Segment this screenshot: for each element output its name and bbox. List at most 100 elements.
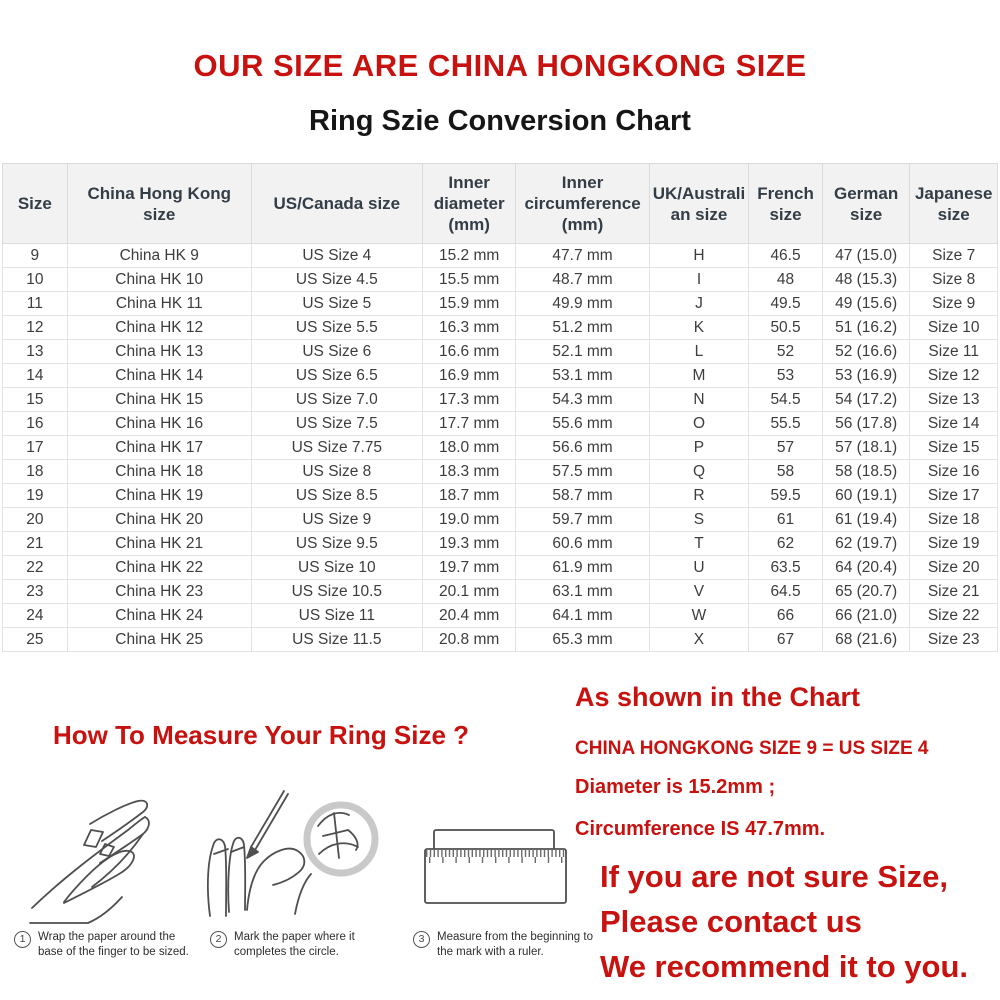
table-cell: 16.6 mm [421,339,517,364]
measure-heading: How To Measure Your Ring Size ? [53,720,470,750]
table-cell: 16 [2,411,68,436]
table-cell: 57.5 mm [515,459,650,484]
table-row: 19 China HK 19 US Size 8.5 18.7 mm 58.7 mm R 5… [2,483,998,508]
table-cell: US Size 4.5 [250,267,423,292]
table-cell: T [648,531,750,556]
table-cell: 46.5 [748,243,823,268]
table-cell: 64.5 [748,579,823,604]
table-cell: 47.7 mm [515,243,650,268]
table-cell: China HK 12 [66,315,252,340]
table-cell: 21 [2,531,68,556]
table-cell: 15.9 mm [421,291,517,316]
table-cell: R [648,483,750,508]
note-panel: As shown in the Chart CHINA HONGKONG SIZ… [575,682,999,989]
table-cell: US Size 7.75 [250,435,423,460]
table-cell: 54 (17.2) [821,387,911,412]
hand-wrap-paper-illustration [29,799,150,924]
cta-line-3: We recommend it to you. [600,949,969,984]
table-cell: 60 (19.1) [821,483,911,508]
cta-line-2: Please contact us [600,904,862,939]
table-row: 9 China HK 9 US Size 4 15.2 mm 47.7 mm H 46.5 4… [2,243,998,268]
table-cell: China HK 11 [66,291,252,316]
table-cell: V [648,579,750,604]
table-cell: O [648,411,750,436]
table-body: 9 China HK 9 US Size 4 15.2 mm 47.7 mm H 46.5 4… [2,243,998,652]
table-cell: 62 (19.7) [821,531,911,556]
table-cell: China HK 13 [66,339,252,364]
circled-2-icon: 2 [210,931,227,948]
table-cell: Size 23 [909,627,998,652]
table-cell: 58 (18.5) [821,459,911,484]
table-cell: 23 [2,579,68,604]
table-cell: 49 (15.6) [821,291,911,316]
table-cell: Size 14 [909,411,998,436]
table-cell: US Size 7.0 [250,387,423,412]
table-cell: Size 8 [909,267,998,292]
circled-3-icon: 3 [413,931,430,948]
step-1-text: Wrap the paper around the base of the fi… [38,931,189,959]
table-cell: S [648,507,750,532]
step-1-caption: 1 Wrap the paper around the base of the … [14,930,204,960]
table-cell: 20.1 mm [421,579,517,604]
table-cell: Size 18 [909,507,998,532]
table-cell: 64 (20.4) [821,555,911,580]
table-cell: 58.7 mm [515,483,650,508]
ring-size-conversion-table: Size China Hong Kong size US/Canada size… [2,163,998,652]
table-cell: H [648,243,750,268]
table-cell: U [648,555,750,580]
table-cell: 12 [2,315,68,340]
table-cell: 49.5 [748,291,823,316]
step-3-text: Measure from the beginning to the mark w… [437,931,593,959]
table-row: 20 China HK 20 US Size 9 19.0 mm 59.7 mm S 61 6… [2,507,998,532]
table-cell: 15.5 mm [421,267,517,292]
table-cell: US Size 8 [250,459,423,484]
table-cell: 10 [2,267,68,292]
table-cell: China HK 21 [66,531,252,556]
table-cell: China HK 15 [66,387,252,412]
table-cell: 17.3 mm [421,387,517,412]
table-cell: 61 (19.4) [821,507,911,532]
table-cell: X [648,627,750,652]
table-cell: Size 11 [909,339,998,364]
table-cell: 63.5 [748,555,823,580]
table-cell: Size 16 [909,459,998,484]
table-cell: 20.4 mm [421,603,517,628]
table-cell: US Size 5.5 [250,315,423,340]
table-row: 25 China HK 25 US Size 11.5 20.8 mm 65.3 mm X… [2,627,998,652]
col-header-china-hk: China Hong Kong size [66,163,252,244]
table-cell: 18.7 mm [421,483,517,508]
table-cell: P [648,435,750,460]
table-cell: 48 [748,267,823,292]
table-cell: US Size 9 [250,507,423,532]
ruler-measure-illustration [424,829,567,904]
table-row: 17 China HK 17 US Size 7.75 18.0 mm 56.6 mm P… [2,435,998,460]
table-cell: US Size 4 [250,243,423,268]
table-cell: 16.9 mm [421,363,517,388]
table-cell: China HK 24 [66,603,252,628]
table-cell: 63.1 mm [515,579,650,604]
table-cell: 19.3 mm [421,531,517,556]
table-cell: Size 17 [909,483,998,508]
step-2-text: Mark the paper where it completes the ci… [234,931,355,959]
table-row: 10 China HK 10 US Size 4.5 15.5 mm 48.7 mm I 4… [2,267,998,292]
table-cell: I [648,267,750,292]
bottom-section: How To Measure Your Ring Size ? As shown… [0,656,1000,1000]
table-cell: US Size 5 [250,291,423,316]
table-cell: 20 [2,507,68,532]
table-row: 21 China HK 21 US Size 9.5 19.3 mm 60.6 mm T 6… [2,531,998,556]
table-cell: 19.7 mm [421,555,517,580]
table-cell: US Size 8.5 [250,483,423,508]
table-cell: 65 (20.7) [821,579,911,604]
table-cell: US Size 6 [250,339,423,364]
table-cell: 18 [2,459,68,484]
table-cell: L [648,339,750,364]
table-cell: 51 (16.2) [821,315,911,340]
table-row: 15 China HK 15 US Size 7.0 17.3 mm 54.3 mm N 5… [2,387,998,412]
table-cell: 53 [748,363,823,388]
table-row: 23 China HK 23 US Size 10.5 20.1 mm 63.1 mm V… [2,579,998,604]
table-cell: 57 (18.1) [821,435,911,460]
note-circumference: Circumference IS 47.7mm. [575,818,826,840]
table-cell: China HK 23 [66,579,252,604]
table-cell: US Size 7.5 [250,411,423,436]
table-cell: China HK 25 [66,627,252,652]
